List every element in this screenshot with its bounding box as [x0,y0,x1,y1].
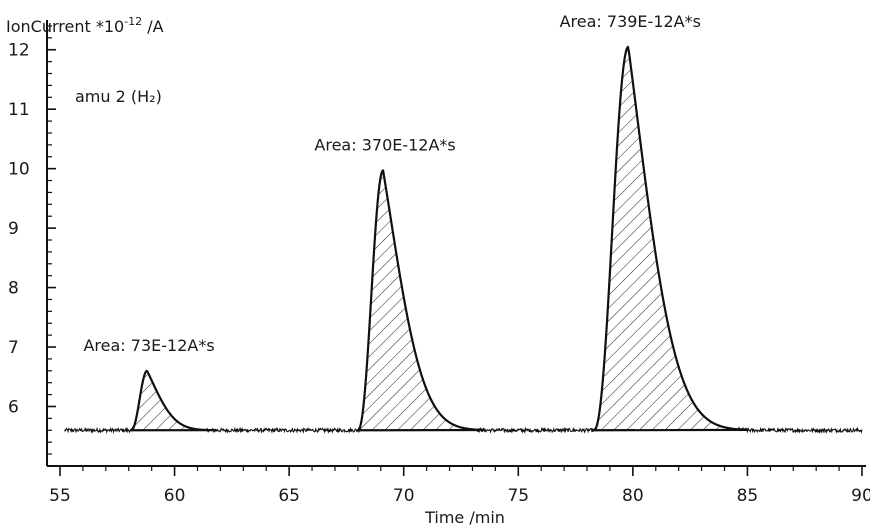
peak-area-label-3: Area: 739E-12A*s [560,12,701,31]
signal-trace [64,45,863,435]
x-tick-label-65: 65 [278,486,300,506]
y-axis-title-exponent: -12 [124,15,142,28]
y-tick-label-7: 7 [8,338,19,358]
x-tick-label-70: 70 [393,486,415,506]
y-tick-label-6: 6 [8,397,19,417]
axes-layer: 6 7 8 9 10 11 12 55 60 65 70 75 80 85 90 [8,20,870,506]
x-tick-label-55: 55 [49,486,71,506]
annotations-layer: Area: 73E-12A*s Area: 370E-12A*s Area: 739… [83,12,700,355]
y-axis-title-base: IonCurrent *10 [6,17,124,36]
y-tick-label-12: 12 [8,41,30,61]
y-tick-label-11: 11 [8,100,30,120]
trace-layer [64,45,863,435]
y-axis-title-unit: /A [142,17,163,36]
peak-area-label-2: Area: 370E-12A*s [314,135,455,154]
peak-area-3 [592,45,749,432]
y-axis-title: IonCurrent *10-12 /A [6,15,164,36]
x-axis-title: Time /min [424,508,505,526]
x-tick-label-80: 80 [622,486,644,506]
y-tick-label-10: 10 [8,160,30,180]
y-tick-label-9: 9 [8,219,19,239]
y-tick-label-8: 8 [8,279,19,299]
x-tick-label-60: 60 [164,486,186,506]
peaks-layer [129,45,749,432]
x-tick-label-75: 75 [507,486,529,506]
peak-area-label-1: Area: 73E-12A*s [83,336,214,355]
x-tick-label-90: 90 [851,486,870,506]
series-label: amu 2 (H₂) [75,87,162,106]
x-tick-label-85: 85 [737,486,759,506]
